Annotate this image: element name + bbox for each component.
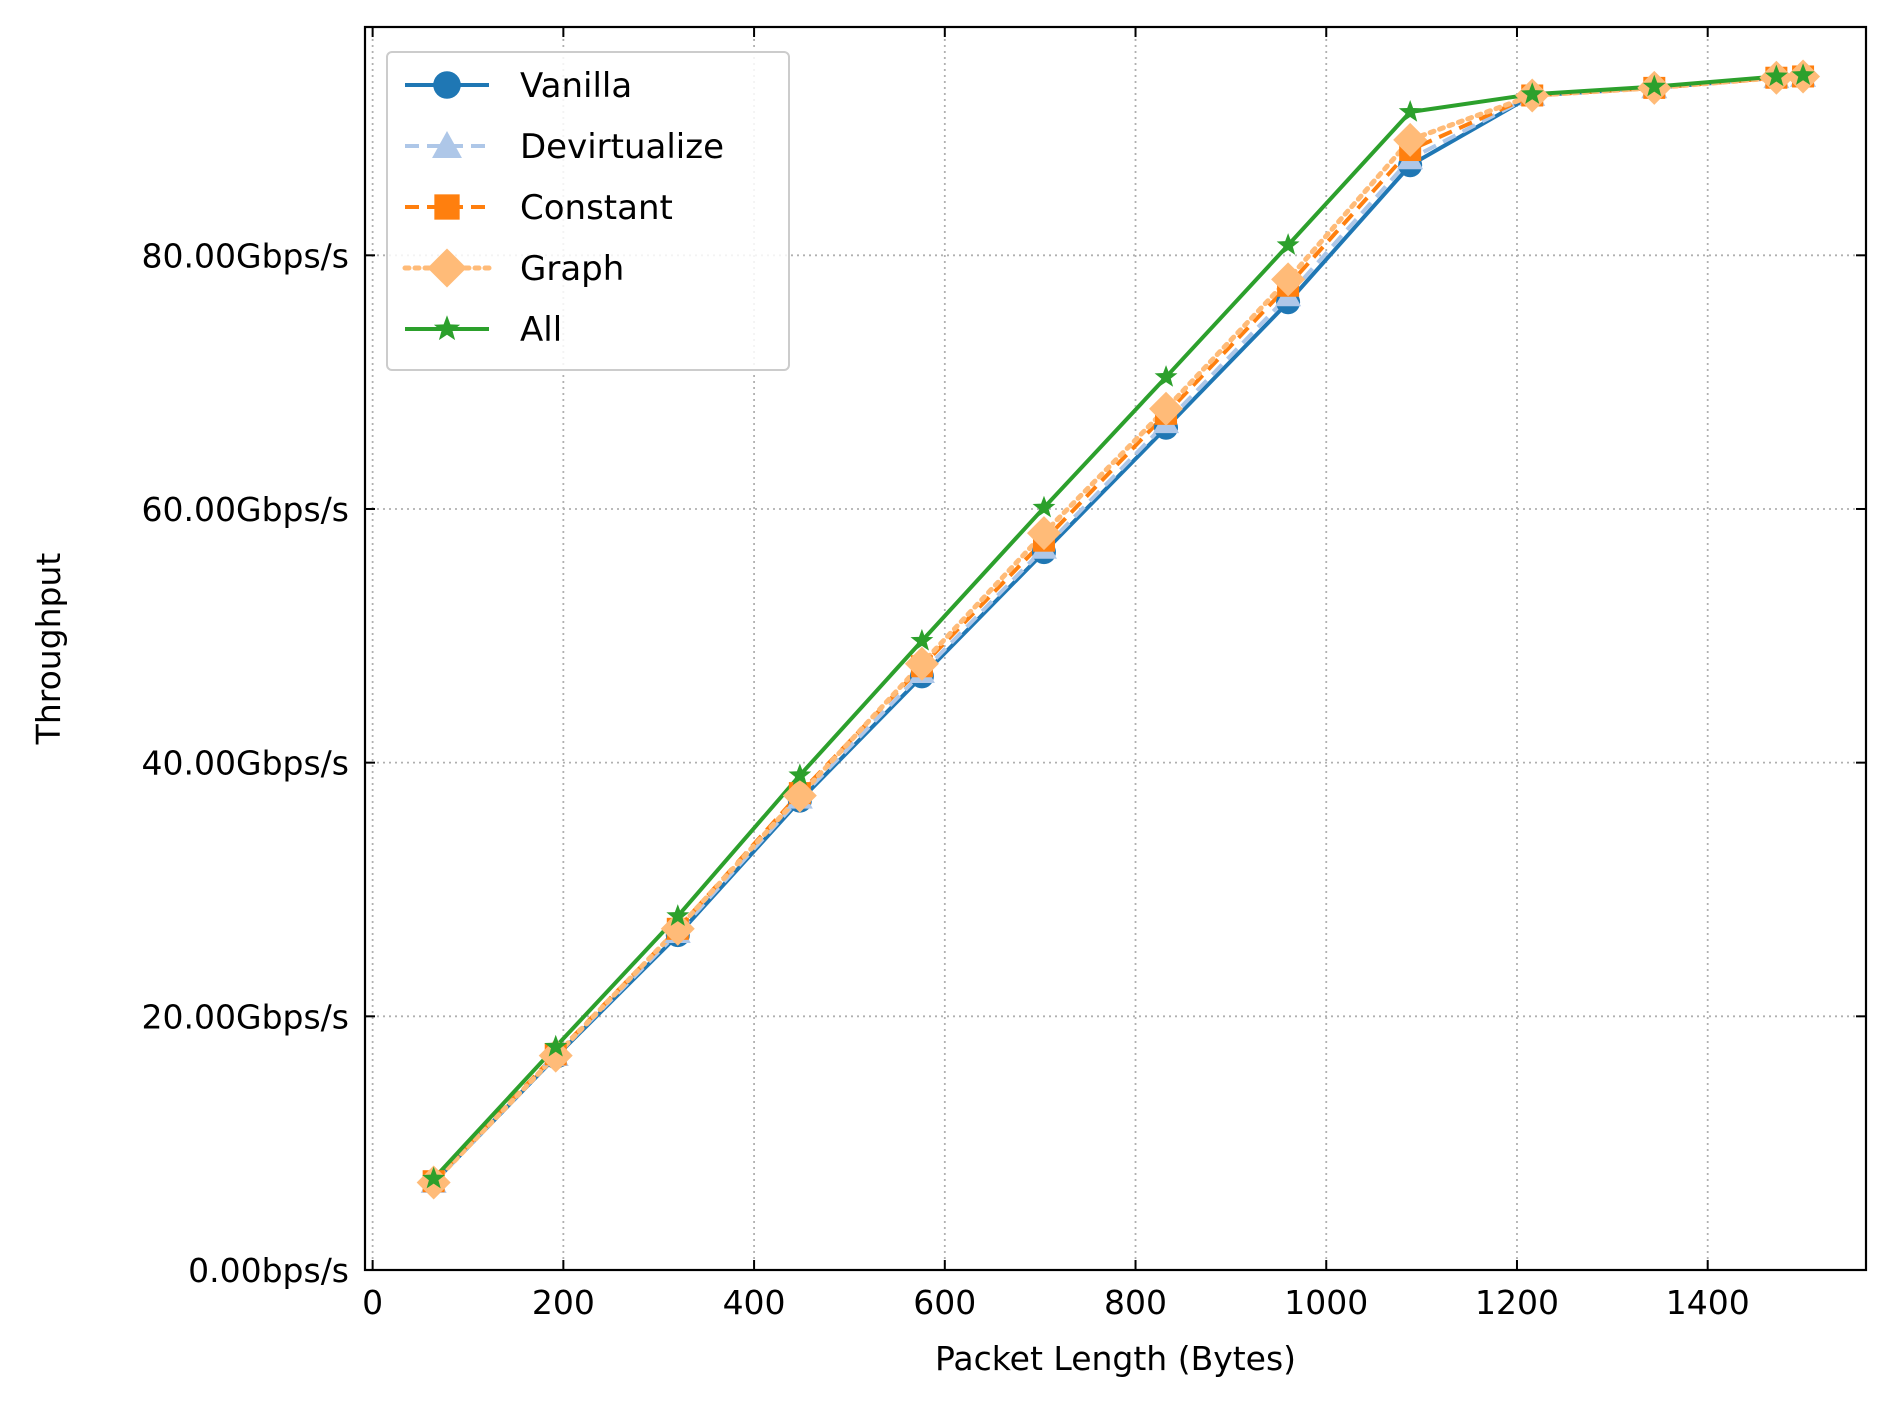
- data-point-star: [1520, 82, 1544, 104]
- data-point-diamond: [782, 778, 817, 813]
- data-point-square: [434, 194, 460, 220]
- y-axis-label: Throughput: [29, 553, 68, 746]
- x-axis-label: Packet Length (Bytes): [935, 1339, 1296, 1378]
- data-point-star: [422, 1166, 446, 1189]
- data-point-star: [1276, 233, 1300, 255]
- data-point-star: [1398, 99, 1422, 122]
- data-point-circle: [433, 71, 461, 99]
- data-point-diamond: [1026, 516, 1061, 551]
- y-tick-label: 0.00bps/s: [188, 1251, 349, 1290]
- x-tick-label: 1000: [1284, 1283, 1368, 1322]
- data-point-star: [1642, 74, 1666, 97]
- legend-label: Vanilla: [520, 66, 632, 106]
- data-point-star: [1032, 495, 1056, 518]
- y-tick-label: 80.00Gbps/s: [142, 236, 349, 275]
- data-point-star: [910, 628, 934, 651]
- data-point-star: [1764, 64, 1788, 87]
- data-point-star: [666, 904, 690, 926]
- data-point-diamond: [660, 911, 695, 946]
- series-markers: [416, 59, 1821, 1200]
- y-tick-label: 40.00Gbps/s: [142, 744, 349, 783]
- data-point-triangle: [432, 131, 462, 158]
- data-point-star: [433, 315, 461, 341]
- x-tick-label: 1400: [1666, 1283, 1750, 1322]
- data-point-diamond: [538, 1038, 573, 1073]
- x-tick-label: 1200: [1475, 1283, 1559, 1322]
- data-point-diamond: [1149, 391, 1184, 426]
- data-point-star: [1791, 63, 1815, 85]
- y-tick-label: 60.00Gbps/s: [142, 490, 349, 529]
- x-tick-label: 400: [723, 1283, 786, 1322]
- data-point-diamond: [427, 248, 467, 288]
- x-tick-label: 800: [1104, 1283, 1167, 1322]
- x-tick-label: 0: [362, 1283, 383, 1322]
- data-point-star: [1154, 365, 1178, 387]
- axis-ticks: 0 200 400 600 800 1000 1200 1400 0.00bps/s 20.00G…: [142, 27, 1866, 1322]
- data-point-diamond: [1271, 262, 1306, 297]
- plot-frame: [363, 25, 1868, 1272]
- legend-box: [386, 51, 790, 371]
- data-point-diamond: [1393, 122, 1428, 157]
- x-tick-label: 200: [532, 1283, 595, 1322]
- data-point-star: [788, 763, 812, 786]
- legend-label: Constant: [520, 188, 673, 228]
- data-point-star: [544, 1034, 568, 1057]
- data-point-diamond: [904, 646, 939, 681]
- legend-label: Devirtualize: [520, 127, 724, 167]
- legend: Vanilla Devirtualize Constant Graph All: [386, 51, 790, 371]
- grid-lines: [365, 27, 1866, 1270]
- x-tick-label: 600: [913, 1283, 976, 1322]
- legend-label: Graph: [520, 249, 624, 289]
- legend-label: All: [520, 310, 562, 350]
- y-tick-label: 20.00Gbps/s: [142, 997, 349, 1036]
